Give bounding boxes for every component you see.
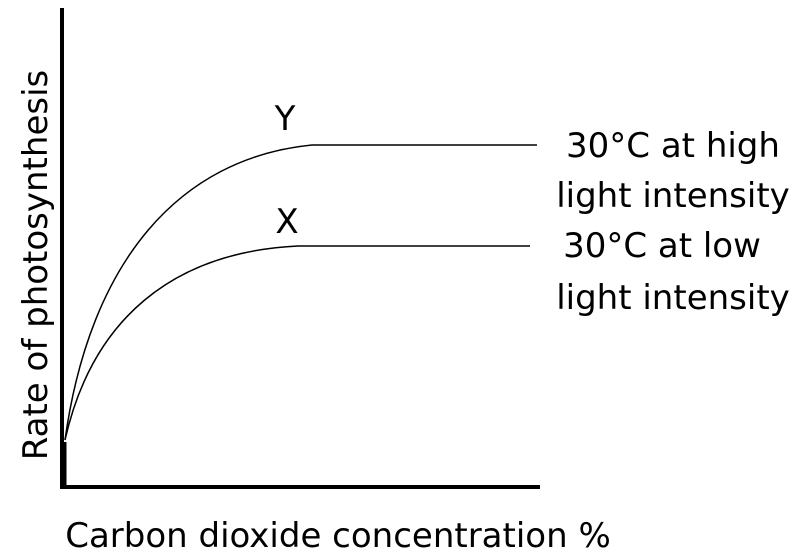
curve-label: 30°C at high [566,126,780,166]
curve-marker: X [275,202,298,242]
x-axis-label: Carbon dioxide concentration % [65,516,611,556]
y-axis-label: Rate of photosynthesis [16,70,56,460]
curve-label: 30°C at low [563,226,761,266]
curve-x [64,245,530,441]
curve-label: light intensity [556,176,790,216]
curve-marker: Y [274,99,296,139]
curve-y [64,144,537,441]
curve-label: light intensity [556,278,790,318]
